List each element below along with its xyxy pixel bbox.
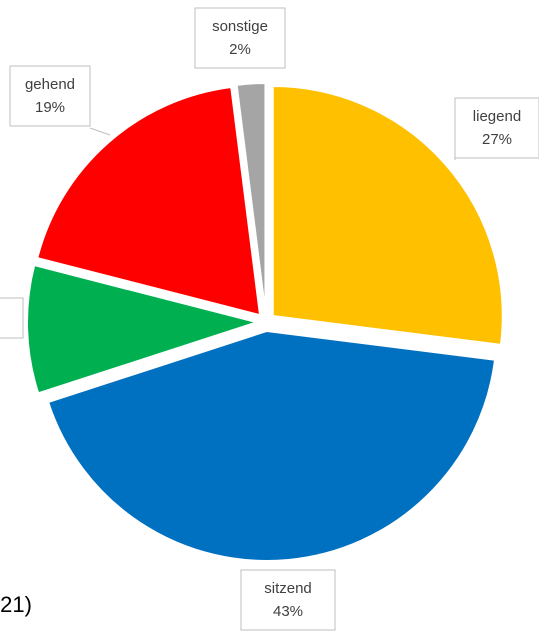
value-label: 43% <box>273 603 303 620</box>
pie-slice <box>271 85 504 346</box>
pie-slice <box>36 85 262 317</box>
category-label: sonstige <box>212 18 268 35</box>
label-box <box>240 569 336 631</box>
leader-line <box>89 127 111 136</box>
pie-slice <box>235 82 267 314</box>
value-label: 19% <box>35 99 65 116</box>
caption-fragment: 21) <box>0 592 32 617</box>
pie-slice <box>46 329 497 562</box>
label-box <box>454 97 539 159</box>
category-label: liegend <box>473 108 521 125</box>
value-label: 2% <box>229 41 251 58</box>
value-label: 27% <box>482 131 512 148</box>
category-label: gehend <box>25 76 75 93</box>
label-box <box>0 297 24 339</box>
category-label: sitzend <box>264 580 312 597</box>
pie-slice <box>26 263 261 395</box>
label-box <box>9 65 91 127</box>
label-box <box>194 7 286 69</box>
